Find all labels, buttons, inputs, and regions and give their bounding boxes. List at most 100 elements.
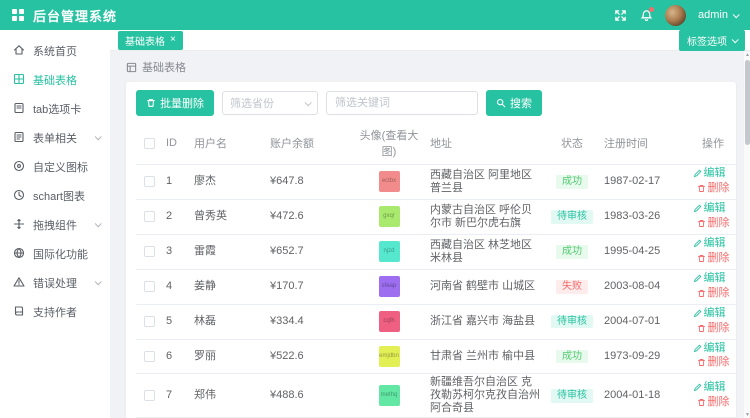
row-checkbox[interactable] — [143, 350, 155, 362]
avatar-thumbnail[interactable]: cqfh — [378, 311, 400, 333]
edit-button[interactable]: 编辑 — [693, 167, 726, 180]
column-operations: 操作 — [680, 122, 736, 165]
status-badge: 待审核 — [551, 314, 593, 329]
vertical-scrollbar[interactable]: ▲ ▼ — [743, 52, 750, 418]
table-icon — [126, 62, 137, 72]
chevron-down-icon — [304, 98, 312, 106]
edit-button[interactable]: 编辑 — [693, 272, 726, 285]
tag-options-label: 标签选项 — [687, 36, 727, 48]
row-checkbox[interactable] — [143, 280, 155, 292]
delete-button[interactable]: 删除 — [697, 396, 730, 409]
column-address: 地址 — [426, 122, 544, 165]
scroll-down-icon[interactable]: ▼ — [745, 412, 750, 418]
tab-basic-table[interactable]: 基础表格 × — [118, 30, 183, 50]
tag-options-button[interactable]: 标签选项 — [679, 30, 745, 51]
avatar-thumbnail[interactable]: njzd — [378, 241, 400, 263]
row-checkbox[interactable] — [143, 315, 155, 327]
support-icon — [13, 305, 26, 318]
sidebar-item[interactable]: 基础表格 — [0, 65, 110, 94]
edit-button[interactable]: 编辑 — [693, 381, 726, 394]
edit-button[interactable]: 编辑 — [693, 237, 726, 250]
delete-button[interactable]: 删除 — [697, 252, 730, 265]
edit-button[interactable]: 编辑 — [693, 202, 726, 215]
row-checkbox[interactable] — [143, 245, 155, 257]
user-menu[interactable]: admin — [698, 9, 740, 21]
breadcrumb: 基础表格 — [126, 59, 736, 75]
cell-balance: ¥488.6 — [266, 373, 352, 418]
sidebar-item[interactable]: 支持作者 — [0, 297, 110, 326]
sidebar-item[interactable]: 自定义图标 — [0, 152, 110, 181]
avatar-thumbnail[interactable]: sfeap — [378, 276, 400, 298]
row-checkbox[interactable] — [143, 390, 155, 401]
avatar-thumbnail[interactable]: emjdbn — [378, 345, 400, 367]
column-register-date: 注册时间 — [600, 122, 680, 165]
delete-button[interactable]: 删除 — [697, 217, 730, 230]
column-username: 用户名 — [190, 122, 266, 165]
pencil-icon — [693, 383, 701, 392]
trash-icon — [697, 219, 705, 227]
cell-id: 6 — [162, 339, 190, 375]
form-icon — [13, 131, 26, 144]
province-filter-select[interactable]: 筛选省份 — [222, 91, 318, 115]
row-checkbox[interactable] — [143, 176, 155, 188]
cell-address: 浙江省 嘉兴市 海盐县 — [426, 304, 544, 340]
app-logo-icon — [12, 9, 24, 21]
bell-icon[interactable] — [639, 7, 655, 22]
trash-icon — [697, 398, 705, 406]
table-row: 4 姜静 ¥170.7 sfeap 河南省 鹤壁市 山城区 失败 — [136, 269, 736, 305]
user-avatar[interactable] — [665, 4, 687, 26]
sidebar-item[interactable]: 国际化功能 — [0, 239, 110, 268]
search-button[interactable]: 搜索 — [486, 90, 542, 116]
cell-balance: ¥652.7 — [266, 234, 352, 270]
table-row: 7 郑伟 ¥488.6 methq 新疆维吾尔自治区 克孜勒苏柯尔克孜自治州 阿… — [136, 373, 736, 418]
cell-id: 5 — [162, 304, 190, 340]
delete-button[interactable]: 删除 — [697, 287, 730, 300]
table-row: 6 罗丽 ¥522.6 emjdbn 甘肃省 兰州市 榆中县 成功 — [136, 339, 736, 375]
row-checkbox[interactable] — [143, 210, 155, 222]
cell-register-date: 1995-04-25 — [600, 234, 680, 270]
keyword-filter-input[interactable] — [326, 91, 478, 115]
cell-id: 7 — [162, 373, 190, 418]
breadcrumb-label: 基础表格 — [142, 62, 186, 74]
delete-button[interactable]: 删除 — [697, 182, 730, 195]
trash-icon — [147, 99, 155, 107]
cell-register-date: 2004-01-18 — [600, 373, 680, 418]
sidebar-item[interactable]: schart图表 — [0, 181, 110, 210]
notification-dot — [649, 7, 655, 12]
close-icon[interactable]: × — [170, 34, 176, 45]
sidebar-item[interactable]: tab选项卡 — [0, 94, 110, 123]
batch-delete-button[interactable]: 批量删除 — [136, 90, 214, 116]
scroll-up-icon[interactable]: ▲ — [745, 52, 750, 58]
sidebar: 系统首页 基础表格 tab选项卡 表单相关 — [0, 30, 110, 418]
sidebar-item[interactable]: 表单相关 — [0, 123, 110, 152]
tab-bar: 基础表格 × 标签选项 — [110, 30, 750, 51]
table-header-row: ID 用户名 账户余额 头像(查看大图) 地址 状态 注册时间 操作 — [136, 122, 736, 165]
fullscreen-icon[interactable] — [613, 8, 627, 22]
edit-button[interactable]: 编辑 — [693, 342, 726, 355]
sidebar-item-label: 国际化功能 — [33, 248, 88, 261]
avatar-thumbnail[interactable]: gxqr — [378, 206, 400, 228]
edit-button[interactable]: 编辑 — [693, 307, 726, 320]
cell-register-date: 1973-09-29 — [600, 339, 680, 375]
pencil-icon — [693, 274, 701, 282]
sidebar-item[interactable]: 错误处理 — [0, 268, 110, 297]
table-row: 1 廖杰 ¥647.8 ectbx 西藏自治区 阿里地区 普兰县 成功 — [136, 164, 736, 200]
avatar-thumbnail[interactable]: methq — [378, 385, 400, 407]
sidebar-item-label: 支持作者 — [33, 306, 77, 319]
sidebar-item-label: 基础表格 — [33, 74, 77, 87]
sidebar-item[interactable]: 拖拽组件 — [0, 210, 110, 239]
sidebar-item[interactable]: 系统首页 — [0, 36, 110, 65]
main-area: 基础表格 × 标签选项 基础表格 批量删除 筛选 — [110, 30, 750, 418]
chart-icon — [13, 189, 26, 202]
delete-button[interactable]: 删除 — [697, 322, 730, 335]
header-actions: admin — [613, 4, 740, 26]
avatar-thumbnail[interactable]: ectbx — [378, 171, 400, 193]
chevron-down-icon — [731, 35, 739, 43]
select-all-checkbox[interactable] — [143, 137, 155, 149]
cell-register-date: 1987-02-17 — [600, 164, 680, 200]
scrollbar-thumb[interactable] — [745, 60, 750, 145]
trash-icon — [697, 359, 705, 367]
content-area: 基础表格 批量删除 筛选省份 搜索 — [110, 52, 743, 418]
delete-button[interactable]: 删除 — [697, 356, 730, 369]
column-id: ID — [162, 122, 190, 165]
